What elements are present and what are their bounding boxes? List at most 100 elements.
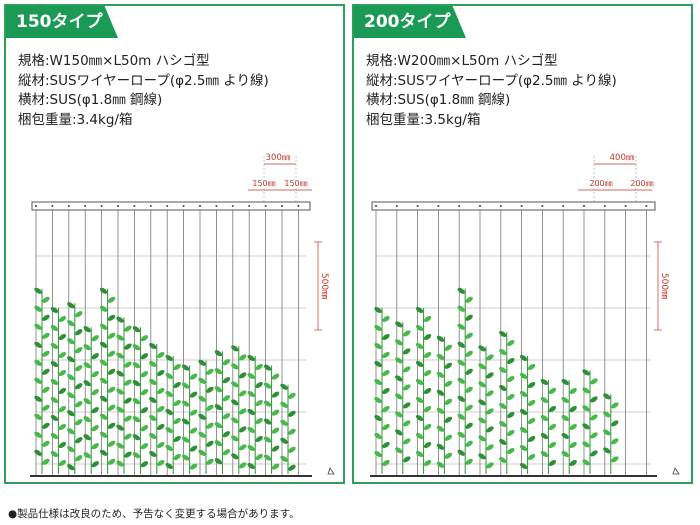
- leaf: [478, 453, 486, 460]
- leaf: [403, 366, 411, 373]
- leaf: [561, 378, 569, 386]
- leaf: [247, 408, 255, 416]
- leaf: [58, 459, 67, 467]
- leaf: [50, 450, 59, 458]
- dim-single-a-label: 150㎜: [252, 179, 275, 188]
- leaf: [590, 414, 598, 421]
- leaf: [198, 449, 206, 456]
- leaf: [436, 335, 445, 342]
- leaf: [140, 389, 149, 396]
- leaf: [395, 429, 403, 436]
- leaf: [486, 444, 494, 451]
- leaf: [561, 450, 569, 458]
- leaf: [499, 420, 507, 428]
- leaf: [124, 343, 132, 350]
- dim-single-b-label: 200㎜: [630, 179, 653, 188]
- spec-size: 規格:W200㎜×L50m ハシゴ型: [366, 53, 558, 69]
- leaf: [465, 386, 473, 393]
- leaf: [75, 383, 83, 390]
- vine-plant: [214, 350, 231, 474]
- leaf: [499, 402, 507, 410]
- vine-plant: [263, 364, 280, 474]
- leaf: [436, 407, 445, 414]
- leaf: [603, 447, 611, 454]
- leaf: [107, 440, 116, 447]
- leaf: [99, 323, 108, 330]
- leaf: [42, 296, 50, 303]
- leaf: [519, 462, 528, 470]
- leaf: [67, 392, 75, 399]
- leaf: [582, 459, 590, 466]
- leaf: [395, 447, 403, 454]
- leaf: [423, 351, 432, 359]
- leaf: [423, 459, 432, 467]
- leaf: [590, 432, 598, 439]
- leaf: [271, 427, 280, 434]
- leaf: [507, 411, 515, 419]
- leaf: [75, 329, 83, 336]
- leaf: [189, 463, 198, 470]
- leaf: [569, 459, 577, 467]
- leaf: [457, 305, 465, 312]
- leaf: [415, 342, 424, 350]
- leaf: [423, 405, 432, 413]
- vine-plant: [132, 326, 149, 474]
- leaf: [255, 435, 263, 443]
- leaf: [499, 438, 507, 446]
- vine-plant: [50, 306, 67, 474]
- leaf: [42, 386, 50, 393]
- leaf: [165, 426, 173, 434]
- leaf: [107, 386, 116, 393]
- leaf: [548, 423, 557, 431]
- leaf: [540, 432, 549, 440]
- leaf: [507, 429, 515, 437]
- leaf: [569, 441, 577, 449]
- leaf: [140, 461, 149, 468]
- leaf: [157, 387, 165, 395]
- dim-single-a-label: 200㎜: [589, 179, 612, 188]
- leaf: [247, 372, 255, 380]
- leaf: [50, 378, 59, 386]
- leaf: [132, 434, 141, 441]
- top-rail: [371, 201, 656, 211]
- leaf: [124, 415, 132, 422]
- leaf: [444, 362, 453, 369]
- leaf: [465, 440, 473, 447]
- leaf: [395, 321, 403, 328]
- spec-horizontal: 横材:SUS(φ1.8㎜ 鋼線): [18, 92, 163, 108]
- anchor-peg-icon: [672, 467, 680, 475]
- vine-plant: [374, 306, 390, 474]
- leaf: [198, 377, 206, 384]
- wire-clamp: [583, 205, 585, 207]
- leaf: [42, 458, 50, 465]
- leaf: [247, 444, 255, 452]
- leaf: [214, 422, 223, 429]
- leaf: [189, 391, 198, 398]
- leaf: [231, 399, 239, 406]
- leaf: [124, 433, 132, 440]
- leaf: [149, 414, 157, 422]
- leaf: [395, 375, 403, 382]
- leaf: [540, 414, 549, 422]
- leaf: [436, 425, 445, 432]
- leaf: [486, 408, 494, 415]
- leaf: [436, 353, 445, 360]
- leaf: [50, 414, 59, 422]
- dimension-marks: 300㎜ 150㎜ 150㎜ 500㎜: [248, 153, 329, 331]
- leaf: [247, 462, 255, 470]
- leaf: [42, 404, 50, 411]
- leaf: [255, 381, 263, 389]
- leaf: [382, 333, 390, 341]
- leaf: [382, 405, 390, 413]
- leaf: [214, 368, 223, 375]
- leaf: [255, 363, 263, 371]
- spec-vertical: 縦材:SUSワイヤーロープ(φ2.5㎜ より線): [18, 72, 269, 89]
- leaf: [58, 405, 67, 413]
- leaf: [548, 405, 557, 413]
- leaf: [415, 450, 424, 458]
- leaf: [374, 324, 382, 332]
- leaf: [198, 413, 206, 420]
- leaf: [67, 320, 75, 327]
- leaf: [382, 351, 390, 359]
- leaf: [231, 435, 239, 442]
